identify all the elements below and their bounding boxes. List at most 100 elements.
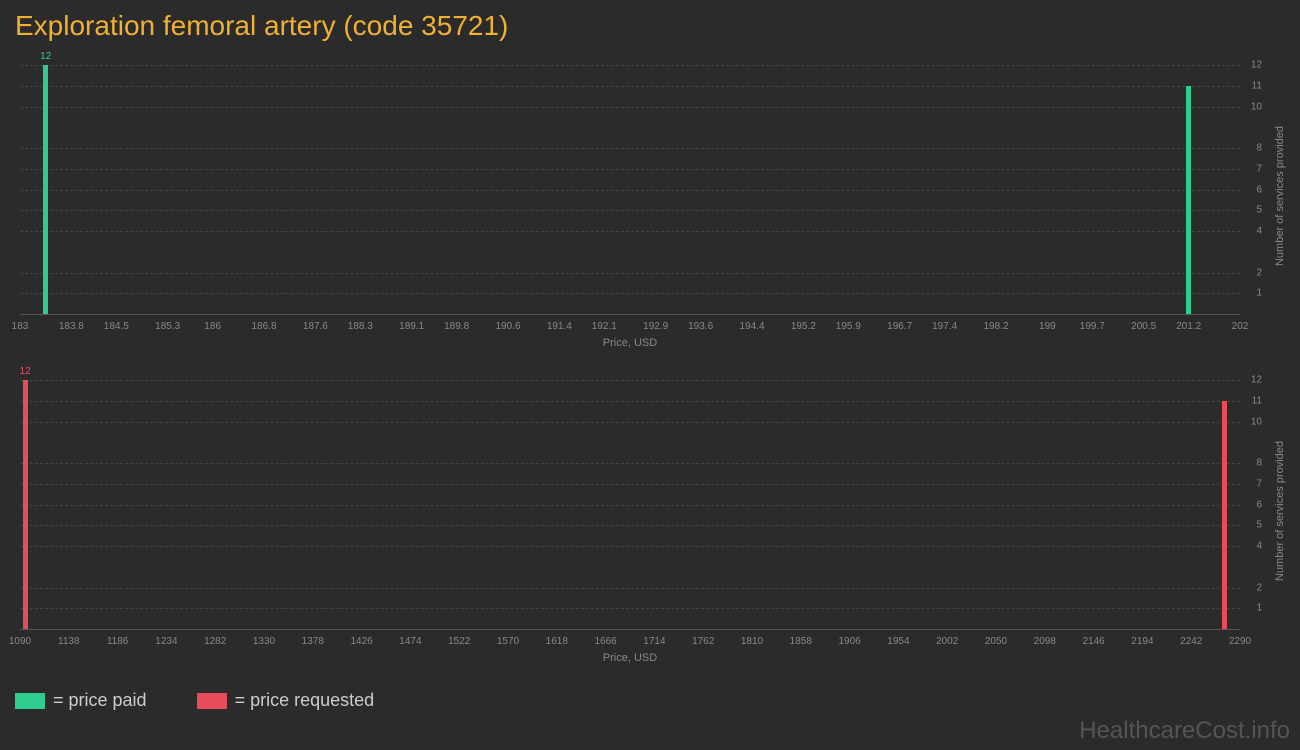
x-tick-label: 188.3 — [348, 321, 373, 332]
plot-area-bottom: Number of services provided Price, USD 1… — [20, 380, 1240, 630]
x-tick-label: 187.6 — [303, 321, 328, 332]
plot-area-top: Number of services provided Price, USD 1… — [20, 65, 1240, 315]
gridline — [20, 422, 1240, 423]
y-tick-label: 4 — [1256, 541, 1262, 552]
gridline — [20, 401, 1240, 402]
x-tick-label: 1762 — [692, 636, 714, 647]
x-tick-label: 183 — [12, 321, 29, 332]
x-tick-label: 186.8 — [251, 321, 276, 332]
watermark: HealthcareCost.info — [1079, 717, 1290, 745]
y-tick-label: 10 — [1251, 416, 1262, 427]
y-tick-label: 8 — [1256, 143, 1262, 154]
x-tick-label: 198.2 — [983, 321, 1008, 332]
gridline — [20, 273, 1240, 274]
y-axis-title-top: Number of services provided — [1274, 125, 1286, 265]
x-tick-label: 2002 — [936, 636, 958, 647]
bar: 12 — [23, 380, 28, 629]
y-tick-label: 4 — [1256, 226, 1262, 237]
x-tick-label: 1090 — [9, 636, 31, 647]
y-tick-label: 6 — [1256, 184, 1262, 195]
y-tick-label: 5 — [1256, 520, 1262, 531]
gridline — [20, 463, 1240, 464]
x-tick-label: 1906 — [838, 636, 860, 647]
x-tick-label: 1570 — [497, 636, 519, 647]
gridline — [20, 608, 1240, 609]
gridline — [20, 505, 1240, 506]
legend-label-paid: = price paid — [53, 690, 147, 711]
gridline — [20, 484, 1240, 485]
x-tick-label: 2098 — [1034, 636, 1056, 647]
x-tick-label: 186 — [204, 321, 221, 332]
gridline — [20, 588, 1240, 589]
x-tick-label: 1186 — [107, 636, 129, 647]
legend-swatch-paid — [15, 693, 45, 709]
x-tick-label: 1378 — [302, 636, 324, 647]
x-tick-label: 197.4 — [932, 321, 957, 332]
x-tick-label: 192.1 — [592, 321, 617, 332]
x-tick-label: 1234 — [155, 636, 177, 647]
y-tick-label: 12 — [1251, 60, 1262, 71]
y-tick-label: 6 — [1256, 499, 1262, 510]
gridline — [20, 210, 1240, 211]
x-tick-label: 195.9 — [836, 321, 861, 332]
bar-label: 12 — [40, 51, 51, 62]
page-title: Exploration femoral artery (code 35721) — [15, 10, 1285, 42]
x-tick-label: 189.1 — [399, 321, 424, 332]
x-tick-label: 1426 — [350, 636, 372, 647]
x-tick-label: 1810 — [741, 636, 763, 647]
x-tick-label: 201.2 — [1176, 321, 1201, 332]
y-tick-label: 2 — [1256, 267, 1262, 278]
legend-item-paid: = price paid — [15, 690, 147, 711]
bar — [1222, 401, 1227, 629]
x-tick-label: 190.6 — [495, 321, 520, 332]
x-tick-label: 199.7 — [1080, 321, 1105, 332]
x-tick-label: 1666 — [594, 636, 616, 647]
x-tick-label: 2146 — [1082, 636, 1104, 647]
y-tick-label: 1 — [1256, 603, 1262, 614]
y-tick-label: 11 — [1252, 395, 1262, 406]
gridline — [20, 231, 1240, 232]
gridline — [20, 107, 1240, 108]
x-tick-label: 194.4 — [739, 321, 764, 332]
y-tick-label: 10 — [1251, 101, 1262, 112]
x-tick-label: 193.6 — [688, 321, 713, 332]
gridline — [20, 525, 1240, 526]
gridline — [20, 546, 1240, 547]
x-tick-label: 200.5 — [1131, 321, 1156, 332]
y-tick-label: 11 — [1252, 80, 1262, 91]
x-tick-label: 1282 — [204, 636, 226, 647]
x-tick-label: 195.2 — [791, 321, 816, 332]
x-tick-label: 2194 — [1131, 636, 1153, 647]
x-tick-label: 2050 — [985, 636, 1007, 647]
x-tick-label: 1330 — [253, 636, 275, 647]
gridline — [20, 65, 1240, 66]
chart-bottom: Number of services provided Price, USD 1… — [15, 365, 1285, 675]
legend: = price paid = price requested — [15, 685, 1285, 716]
x-tick-label: 192.9 — [643, 321, 668, 332]
y-tick-label: 12 — [1251, 375, 1262, 386]
x-tick-label: 184.5 — [104, 321, 129, 332]
gridline — [20, 190, 1240, 191]
x-tick-label: 185.3 — [155, 321, 180, 332]
bar: 12 — [43, 65, 48, 314]
gridline — [20, 148, 1240, 149]
x-tick-label: 202 — [1232, 321, 1249, 332]
x-tick-label: 189.8 — [444, 321, 469, 332]
x-axis-title-top: Price, USD — [603, 337, 657, 349]
y-tick-label: 2 — [1256, 582, 1262, 593]
x-tick-label: 199 — [1039, 321, 1056, 332]
legend-label-requested: = price requested — [235, 690, 375, 711]
y-tick-label: 5 — [1256, 205, 1262, 216]
x-tick-label: 1474 — [399, 636, 421, 647]
y-axis-title-bottom: Number of services provided — [1274, 440, 1286, 580]
x-tick-label: 1138 — [58, 636, 80, 647]
bar-label: 12 — [20, 366, 31, 377]
legend-swatch-requested — [197, 693, 227, 709]
x-tick-label: 191.4 — [547, 321, 572, 332]
bar — [1186, 86, 1191, 314]
gridline — [20, 169, 1240, 170]
y-tick-label: 1 — [1256, 288, 1262, 299]
x-tick-label: 1714 — [643, 636, 665, 647]
gridline — [20, 380, 1240, 381]
x-tick-label: 183.8 — [59, 321, 84, 332]
